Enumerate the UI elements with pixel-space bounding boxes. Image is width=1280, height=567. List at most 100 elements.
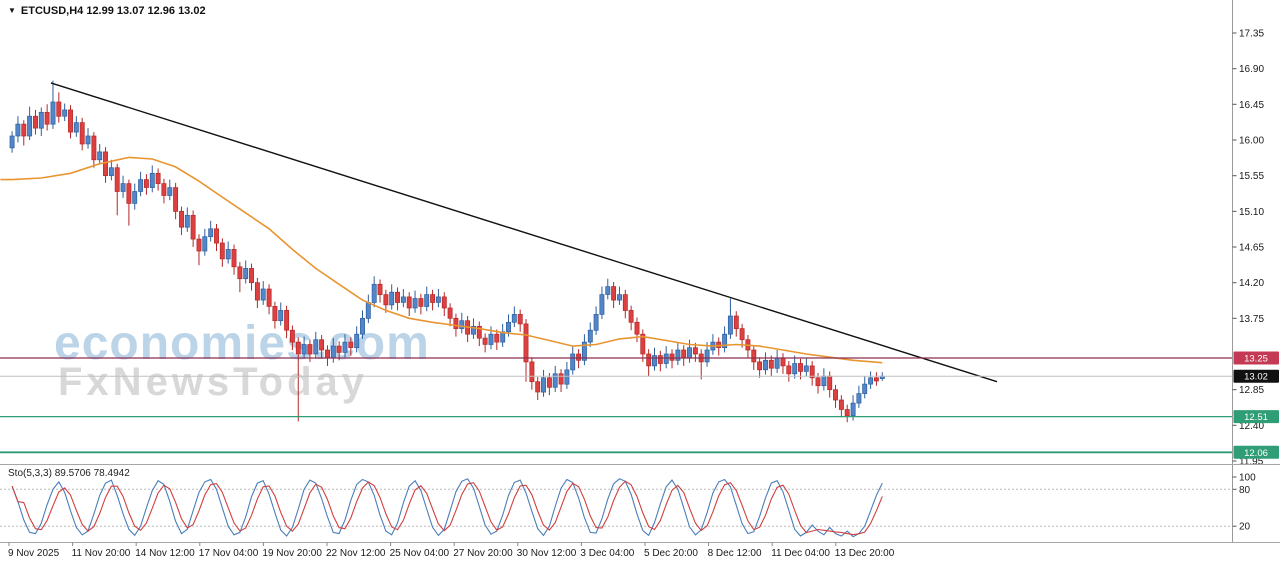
candle: [844, 404, 850, 423]
candle: [576, 349, 582, 369]
chart-header: ▼ ETCUSD,H4 12.99 13.07 12.96 13.02: [8, 5, 206, 17]
candle: [126, 179, 132, 226]
candle: [237, 262, 243, 293]
candle: [225, 241, 231, 264]
candle: [196, 234, 202, 266]
candle: [622, 289, 628, 319]
candle: [535, 377, 541, 400]
stochastic-axis-label[interactable]: 20: [1239, 522, 1251, 533]
candle: [132, 183, 138, 210]
time-axis[interactable]: 9 Nov 2025 11 Nov 20:00 14 Nov 12:00 17 Nov…: [8, 542, 895, 560]
candle: [599, 286, 605, 320]
candle: [541, 369, 546, 397]
stochastic-signal-line: [11, 480, 883, 536]
candle: [733, 311, 739, 337]
price-axis-label[interactable]: 16.45: [1239, 100, 1264, 111]
time-axis-label[interactable]: 9 Nov 2025: [8, 548, 60, 559]
candle: [868, 371, 874, 389]
candles-group: [9, 80, 885, 423]
candle: [190, 210, 196, 247]
candle: [687, 339, 692, 363]
candle: [763, 352, 768, 375]
time-axis-label[interactable]: 22 Nov 12:00: [326, 548, 386, 559]
candle: [523, 319, 529, 382]
time-axis-label[interactable]: 8 Dec 12:00: [708, 548, 762, 559]
watermark-economies: economies.com: [54, 317, 430, 370]
candle: [184, 207, 190, 232]
candle: [628, 305, 634, 331]
price-axis-label[interactable]: 12.40: [1239, 421, 1264, 432]
time-axis-label[interactable]: 14 Nov 12:00: [135, 548, 195, 559]
price-axis-label[interactable]: 12.85: [1239, 385, 1264, 396]
stochastic-axis-label[interactable]: 100: [1239, 473, 1256, 484]
price-badge-13.25: 13.25: [1233, 351, 1279, 365]
candle: [249, 263, 254, 291]
time-axis-label[interactable]: 13 Dec 20:00: [835, 548, 895, 559]
candle: [856, 385, 862, 408]
candle: [675, 342, 681, 366]
candle: [91, 132, 97, 168]
candle: [617, 286, 622, 305]
candle: [669, 349, 675, 369]
candle: [821, 368, 827, 391]
price-badge-label: 12.51: [1244, 412, 1268, 423]
candle: [780, 353, 786, 374]
time-axis-label[interactable]: 5 Dec 20:00: [644, 548, 698, 559]
price-badge-13.02: 13.02: [1233, 369, 1279, 383]
time-axis-label[interactable]: 19 Nov 20:00: [262, 548, 322, 559]
candle: [862, 376, 868, 399]
candle: [85, 128, 91, 149]
price-axis-label[interactable]: 17.35: [1239, 29, 1264, 40]
candle: [272, 301, 278, 329]
candle: [68, 105, 73, 139]
price-axis-label[interactable]: 15.55: [1239, 171, 1264, 182]
price-axis-label[interactable]: 13.75: [1239, 314, 1264, 325]
candle: [570, 346, 576, 375]
candle: [103, 147, 108, 183]
candle: [640, 329, 646, 362]
price-axis-label[interactable]: 11.95: [1239, 457, 1264, 468]
price-axis[interactable]: 17.35 16.90 16.45 16.00 15.55 15.10 14.65 14.20…: [1232, 29, 1280, 533]
candle: [494, 329, 500, 350]
time-axis-label[interactable]: 17 Nov 04:00: [199, 548, 259, 559]
candle: [447, 303, 453, 327]
candle: [208, 220, 214, 242]
price-axis-label[interactable]: 14.20: [1239, 278, 1264, 289]
price-axis-label[interactable]: 16.00: [1239, 136, 1264, 147]
candle: [260, 281, 266, 305]
candle: [214, 224, 219, 251]
stochastic-main-line: [11, 478, 883, 538]
time-axis-label[interactable]: 11 Nov 20:00: [72, 548, 131, 559]
symbol-ohlc-text: ETCUSD,H4 12.99 13.07 12.96 13.02: [20, 5, 206, 17]
candle: [692, 342, 698, 362]
candle: [646, 349, 652, 377]
candle: [354, 326, 360, 353]
price-badge-label: 13.02: [1244, 372, 1268, 383]
time-axis-label[interactable]: 30 Nov 12:00: [517, 548, 577, 559]
candle: [792, 355, 798, 379]
candle: [465, 316, 471, 343]
candle: [581, 334, 587, 366]
candle: [219, 238, 225, 267]
stochastic-axis-label[interactable]: 80: [1239, 485, 1251, 496]
candle: [21, 120, 27, 146]
symbol-dropdown-icon[interactable]: ▼: [8, 6, 16, 15]
price-axis-label[interactable]: 14.65: [1239, 243, 1264, 254]
candle: [587, 322, 593, 347]
candle: [757, 357, 763, 378]
candle: [289, 325, 295, 350]
time-axis-label[interactable]: 3 Dec 04:00: [580, 548, 634, 559]
price-axis-label[interactable]: 16.90: [1239, 64, 1264, 75]
candle: [459, 312, 465, 334]
time-axis-label[interactable]: 27 Nov 20:00: [453, 548, 513, 559]
candle: [284, 305, 290, 339]
price-badge-label: 12.06: [1244, 448, 1268, 459]
price-axis-label[interactable]: 15.10: [1239, 207, 1264, 218]
candle: [9, 131, 15, 153]
time-axis-label[interactable]: 11 Dec 04:00: [771, 548, 830, 559]
candle: [155, 168, 161, 191]
time-axis-label[interactable]: 25 Nov 04:00: [390, 548, 450, 559]
descending-trendline[interactable]: [50, 82, 998, 383]
